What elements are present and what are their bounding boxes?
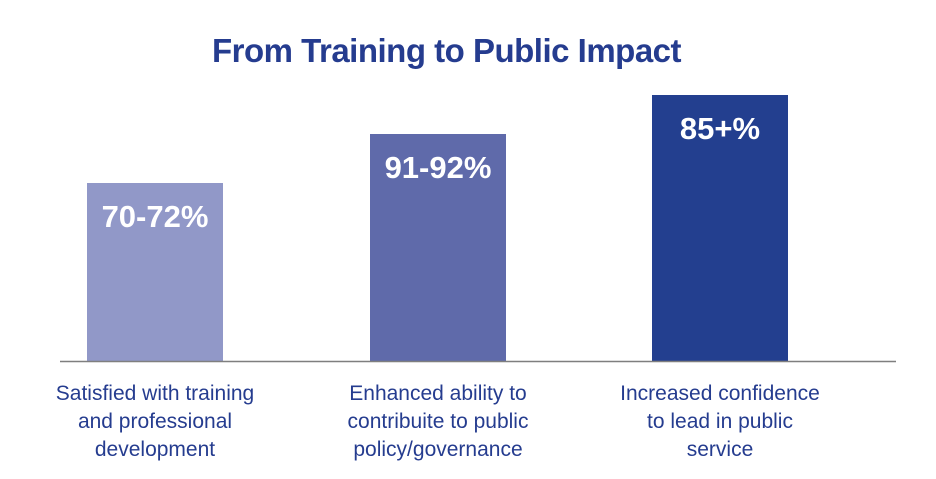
bar-2 <box>370 134 506 361</box>
category-label-2: Enhanced ability to contribuite to publi… <box>347 382 529 461</box>
chart-title: From Training to Public Impact <box>211 32 682 69</box>
bar-value-label-3: 85+% <box>680 111 760 146</box>
bar-3 <box>652 95 788 361</box>
bar-value-label-1: 70-72% <box>102 199 209 234</box>
category-label-1: Satisfied with training and professional… <box>55 382 255 461</box>
bar-value-label-2: 91-92% <box>385 150 492 185</box>
category-label-3: Increased confidence to lead in public s… <box>620 382 820 461</box>
bar-1 <box>87 183 223 361</box>
